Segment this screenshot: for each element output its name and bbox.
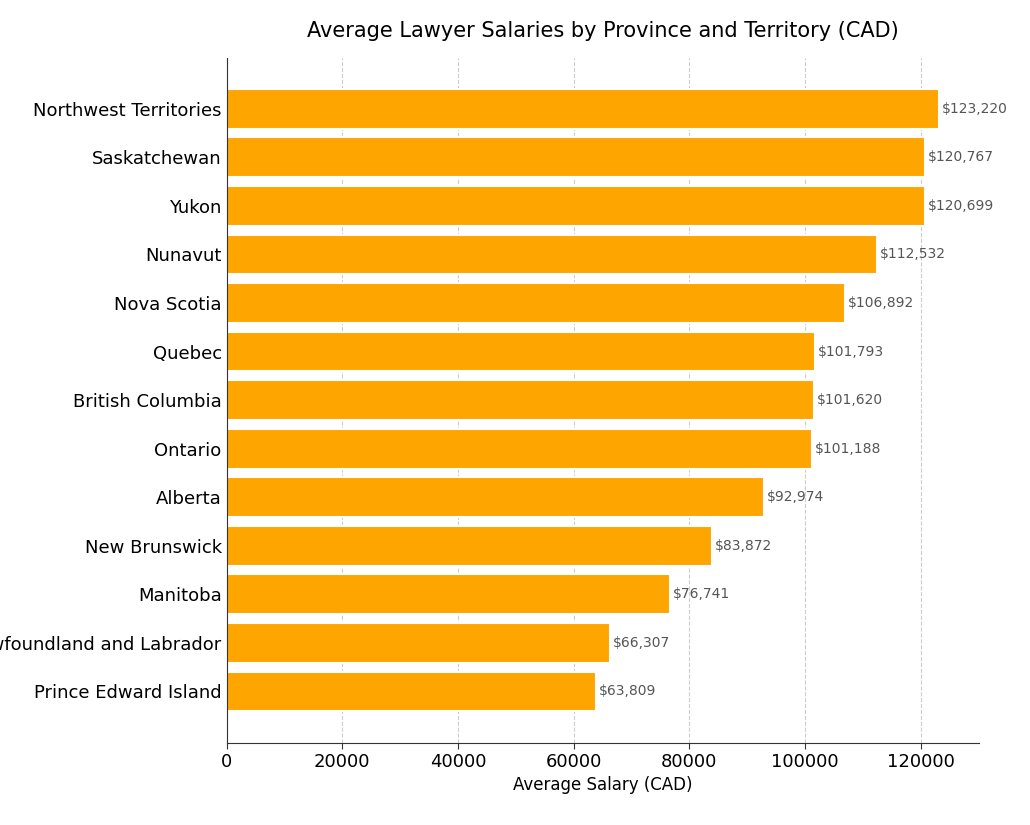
- Text: $76,741: $76,741: [674, 587, 730, 601]
- Text: $66,307: $66,307: [613, 636, 671, 650]
- Bar: [227, 672, 595, 711]
- Text: $83,872: $83,872: [715, 539, 771, 553]
- Bar: [227, 574, 671, 615]
- Text: $63,809: $63,809: [598, 685, 656, 699]
- Text: $123,220: $123,220: [942, 101, 1008, 116]
- Bar: [227, 478, 764, 517]
- Bar: [227, 623, 610, 662]
- Bar: [227, 526, 712, 566]
- Title: Average Lawyer Salaries by Province and Territory (CAD): Average Lawyer Salaries by Province and …: [307, 21, 898, 41]
- Bar: [227, 283, 845, 323]
- Bar: [227, 234, 878, 275]
- Text: $120,699: $120,699: [928, 199, 994, 213]
- Bar: [227, 89, 939, 129]
- Bar: [227, 429, 812, 469]
- Text: $101,188: $101,188: [815, 441, 881, 455]
- Text: $106,892: $106,892: [848, 296, 914, 310]
- Bar: [227, 138, 925, 177]
- Text: $112,532: $112,532: [881, 248, 947, 262]
- X-axis label: Average Salary (CAD): Average Salary (CAD): [513, 776, 692, 794]
- Text: $101,793: $101,793: [818, 345, 885, 359]
- Bar: [227, 332, 816, 371]
- Text: $120,767: $120,767: [928, 150, 994, 164]
- Text: $92,974: $92,974: [767, 490, 824, 504]
- Bar: [227, 380, 815, 420]
- Text: $101,620: $101,620: [817, 394, 884, 407]
- Bar: [227, 186, 925, 226]
